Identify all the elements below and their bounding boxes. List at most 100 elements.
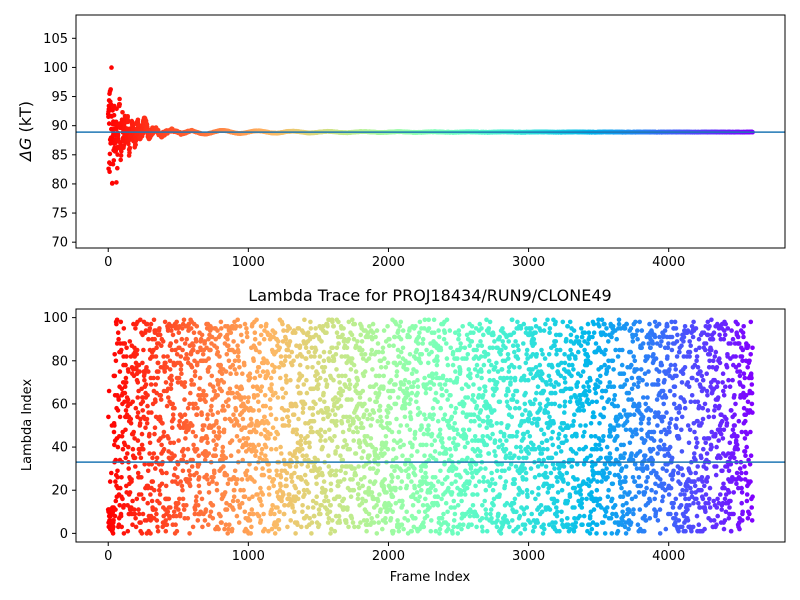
lambda-point [544, 475, 550, 480]
lambda-point [248, 416, 254, 422]
lambda-point [206, 490, 212, 495]
lambda-point [140, 408, 145, 413]
lambda-point [212, 446, 218, 452]
lambda-point [412, 472, 418, 478]
lambda-point [445, 475, 450, 480]
lambda-point [204, 472, 209, 478]
lambda-point [305, 481, 310, 487]
lambda-point [176, 507, 181, 512]
lambda-point [192, 369, 198, 374]
lambda-point [165, 328, 171, 333]
lambda-point [170, 412, 176, 418]
lambda-point [436, 479, 441, 484]
lambda-point [480, 393, 486, 398]
lambda-point [492, 408, 497, 413]
lambda-point [173, 522, 178, 527]
lambda-point [293, 330, 298, 336]
lambda-point [206, 336, 211, 342]
lambda-point [455, 531, 461, 536]
lambda-point [308, 319, 313, 325]
lambda-point [341, 496, 347, 502]
lambda-point [285, 414, 291, 420]
lambda-point [537, 446, 543, 452]
lambda-point [444, 388, 449, 394]
lambda-point [421, 520, 426, 525]
lambda-point [357, 440, 363, 446]
lambda-point [192, 373, 198, 379]
lambda-point [300, 410, 306, 415]
lambda-point [194, 324, 200, 329]
lambda-point [254, 369, 260, 374]
lambda-point [479, 516, 485, 521]
lambda-point [400, 498, 405, 504]
lambda-point [357, 485, 362, 491]
lambda-point [414, 490, 420, 495]
lambda-point [407, 401, 412, 407]
lambda-point [449, 414, 455, 420]
lambda-point [263, 403, 269, 409]
lambda-point [555, 479, 560, 484]
lambda-point [269, 526, 275, 532]
lambda-point [148, 492, 153, 497]
lambda-point [222, 408, 227, 413]
lambda-point [385, 324, 390, 329]
lambda-point [492, 339, 497, 344]
lambda-point [388, 405, 394, 411]
lambda-point [552, 343, 557, 349]
lambda-point [359, 339, 365, 344]
lambda-point [398, 423, 404, 428]
lambda-point [286, 423, 292, 428]
lambda-point [506, 466, 512, 471]
lambda-point [190, 423, 195, 428]
lambda-point [451, 440, 456, 446]
lambda-point [202, 339, 208, 344]
lambda-point [429, 431, 435, 437]
lambda-point [240, 371, 245, 377]
lambda-point [550, 462, 556, 467]
lambda-point [514, 388, 520, 394]
lambda-point [535, 520, 540, 525]
lambda-point [373, 382, 379, 387]
lambda-point [334, 367, 339, 372]
lambda-point [346, 427, 352, 433]
lambda-point [199, 332, 205, 338]
lambda-point [165, 354, 170, 359]
lambda-point [189, 464, 195, 469]
lambda-point [138, 317, 143, 323]
lambda-point [417, 330, 422, 336]
lambda-point [316, 382, 321, 387]
lambda-point [135, 395, 140, 400]
lambda-point [339, 421, 345, 426]
lambda-point [255, 393, 260, 398]
lambda-point [400, 328, 406, 333]
lambda-point [294, 455, 299, 461]
lambda-point [351, 438, 357, 443]
lambda-point [549, 455, 555, 461]
lambda-point [234, 481, 239, 487]
lambda-point [433, 487, 438, 493]
lambda-point [393, 485, 398, 491]
delta-g-ylabel: ΔG (kT) [16, 101, 35, 163]
lambda-point [172, 466, 178, 471]
lambda-point [160, 470, 165, 476]
lambda-point [400, 453, 405, 459]
lambda-point [370, 330, 376, 336]
lambda-point [274, 522, 280, 527]
lambda-point [251, 408, 256, 413]
lambda-point [156, 369, 161, 374]
lambda-point [499, 367, 505, 372]
lambda-point [555, 509, 560, 515]
lambda-point [168, 382, 174, 387]
lambda-point [341, 477, 347, 482]
lambda-point [437, 427, 443, 433]
lambda-point [453, 330, 458, 336]
lambda-panel: Lambda Trace for PROJ18434/RUN9/CLONE49 … [20, 286, 786, 585]
lambda-point [309, 531, 314, 536]
lambda-point [402, 405, 408, 411]
lambda-point [169, 377, 175, 383]
lambda-point [278, 444, 283, 450]
lambda-point [401, 362, 407, 368]
lambda-point [175, 462, 181, 467]
lambda-point [432, 330, 437, 336]
lambda-point [540, 371, 545, 377]
